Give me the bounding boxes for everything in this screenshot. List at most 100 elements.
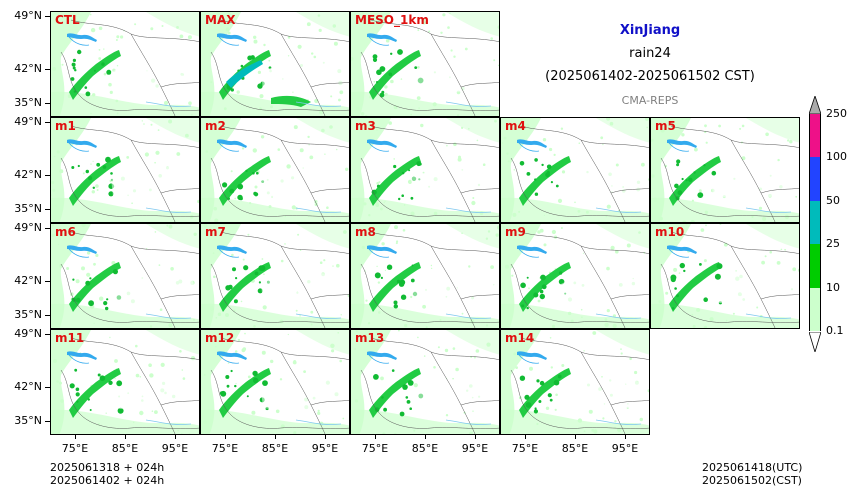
lon-tick-label: 85°E	[411, 442, 439, 455]
panel-label: MAX	[205, 13, 236, 27]
lat-tick-label: 42°N	[14, 380, 42, 393]
lon-tick-label: 85°E	[261, 442, 289, 455]
lat-tick-label: 49°N	[14, 221, 42, 234]
map-panel: m6	[50, 223, 200, 329]
lon-tick-label: 95°E	[461, 442, 489, 455]
init-time-cst: 2025061402 + 024h	[50, 474, 165, 487]
colorbar-max-extend	[809, 96, 821, 114]
lat-tick-label: 49°N	[14, 327, 42, 340]
lon-tick-label: 95°E	[311, 442, 339, 455]
lon-tick-label: 85°E	[111, 442, 139, 455]
rain-map	[651, 118, 799, 222]
panel-label: m13	[355, 331, 385, 345]
map-panel: MAX	[200, 11, 350, 117]
valid-time-utc: 2025061418(UTC)	[702, 461, 803, 474]
lon-tick-label: 85°E	[561, 442, 589, 455]
lon-tick-label: 75°E	[211, 442, 239, 455]
lon-tick-mark	[425, 435, 426, 439]
colorbar-label: 50	[826, 193, 840, 207]
map-panel: m11	[50, 329, 200, 435]
map-panel: m5	[650, 117, 800, 223]
lon-tick-mark	[325, 435, 326, 439]
rain-map	[201, 12, 349, 116]
panel-label: m1	[55, 119, 76, 133]
lat-tick-label: 35°N	[14, 308, 42, 321]
lon-tick-label: 75°E	[511, 442, 539, 455]
rain-map	[351, 118, 499, 222]
rain-map	[351, 224, 499, 328]
rain-map	[501, 224, 649, 328]
map-panel: m10	[650, 223, 800, 329]
lat-tick-label: 42°N	[14, 274, 42, 287]
lat-tick-label: 42°N	[14, 62, 42, 75]
lat-tick-label: 35°N	[14, 414, 42, 427]
region-title: XinJiang	[619, 23, 681, 38]
map-panel: m14	[500, 329, 650, 435]
system-label: CMA-REPS	[621, 94, 679, 107]
map-panel: m8	[350, 223, 500, 329]
colorbar-min-extend	[809, 332, 821, 352]
rain-map	[501, 118, 649, 222]
init-time-utc: 2025061318 + 024h	[50, 461, 165, 474]
lat-tick-label: 42°N	[14, 168, 42, 181]
lon-tick-mark	[525, 435, 526, 439]
lon-tick-mark	[175, 435, 176, 439]
rain-map	[351, 330, 499, 434]
rain-map	[51, 118, 199, 222]
panel-label: m12	[205, 331, 235, 345]
lat-tick-mark	[45, 315, 50, 316]
colorbar-segment	[809, 157, 821, 201]
panel-label: m2	[205, 119, 226, 133]
lat-tick-mark	[45, 122, 50, 123]
rain-map	[201, 224, 349, 328]
rain-map	[501, 330, 649, 434]
lat-tick-mark	[45, 228, 50, 229]
colorbar-label: 25	[826, 237, 840, 251]
lon-tick-label: 75°E	[61, 442, 89, 455]
lon-tick-mark	[275, 435, 276, 439]
map-panel: m1	[50, 117, 200, 223]
map-panel: CTL	[50, 11, 200, 117]
lon-tick-label: 95°E	[611, 442, 639, 455]
map-panel: m2	[200, 117, 350, 223]
panel-label: m6	[55, 225, 76, 239]
lon-tick-mark	[625, 435, 626, 439]
rain-map	[351, 12, 499, 116]
panel-label: m3	[355, 119, 376, 133]
lon-tick-mark	[375, 435, 376, 439]
colorbar-label: 100	[826, 150, 847, 164]
lat-tick-mark	[45, 421, 50, 422]
lat-tick-mark	[45, 387, 50, 388]
lat-tick-mark	[45, 175, 50, 176]
valid-time-cst: 2025061502(CST)	[702, 474, 802, 487]
map-panel: m9	[500, 223, 650, 329]
init-time: 2025061318 + 024h 2025061402 + 024h	[50, 461, 164, 487]
panel-label: MESO_1km	[355, 13, 429, 27]
lat-tick-mark	[45, 281, 50, 282]
colorbar-label: 10	[826, 280, 840, 294]
colorbar-label: 250	[826, 107, 847, 120]
panel-label: m14	[505, 331, 535, 345]
panel-label: m10	[655, 225, 685, 239]
panel-label: m11	[55, 331, 85, 345]
rain-map	[201, 118, 349, 222]
colorbar-segment	[809, 200, 821, 245]
panel-label: m4	[505, 119, 526, 133]
panel-label: m9	[505, 225, 526, 239]
map-panel: m7	[200, 223, 350, 329]
lat-tick-mark	[45, 334, 50, 335]
lat-tick-mark	[45, 69, 50, 70]
colorbar-segment	[809, 244, 821, 288]
colorbar-segment	[809, 287, 821, 331]
lat-tick-label: 35°N	[14, 202, 42, 215]
rain-map	[201, 330, 349, 434]
rain-map	[51, 224, 199, 328]
lon-tick-mark	[125, 435, 126, 439]
period-label: (2025061402-2025061502 CST)	[545, 69, 755, 84]
lon-tick-mark	[75, 435, 76, 439]
rain-map	[651, 224, 799, 328]
rain-map	[51, 330, 199, 434]
valid-time: 2025061418(UTC) 2025061502(CST)	[702, 461, 802, 487]
map-panel: m12	[200, 329, 350, 435]
map-panel: m4	[500, 117, 650, 223]
